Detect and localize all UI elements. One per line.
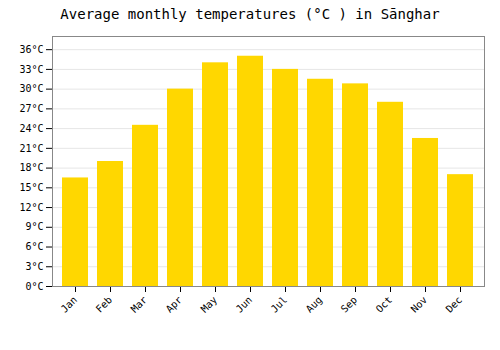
svg-text:Oct: Oct [374,294,395,315]
svg-text:Jan: Jan [59,294,80,315]
html-text:Average monthly temperatures (: Average monthly temperatures (°C ) in Sā… [60,6,440,22]
svg-text:Mar: Mar [129,294,150,315]
svg-text:12°C: 12°C [19,202,43,213]
svg-text:24°C: 24°C [19,123,43,134]
svg-text:3°C: 3°C [25,261,43,272]
svg-text:36°C: 36°C [19,44,43,55]
svg-text:30°C: 30°C [19,83,43,94]
svg-text:18°C: 18°C [19,162,43,173]
svg-text:Sep: Sep [339,294,360,315]
svg-text:33°C: 33°C [19,64,43,75]
svg-text:21°C: 21°C [19,143,43,154]
svg-text:Nov: Nov [409,294,430,315]
svg-text:9°C: 9°C [25,221,43,232]
svg-text:Feb: Feb [94,294,115,315]
svg-text:Dec: Dec [444,294,465,315]
svg-text:May: May [199,294,220,315]
svg-text:15°C: 15°C [19,182,43,193]
svg-text:27°C: 27°C [19,103,43,114]
svg-text:Jun: Jun [234,294,255,315]
svg-text:Jul: Jul [269,294,290,315]
svg-text:Aug: Aug [304,294,325,315]
svg-text:0°C: 0°C [25,281,43,292]
svg-text:Apr: Apr [164,294,185,315]
svg-text:6°C: 6°C [25,241,43,252]
